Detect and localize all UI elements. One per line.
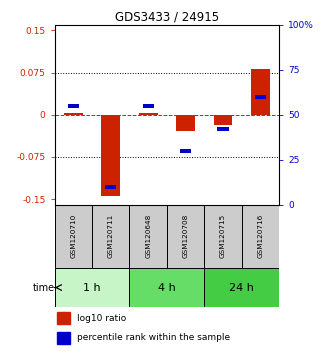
Title: GDS3433 / 24915: GDS3433 / 24915	[115, 11, 219, 24]
Bar	[242, 205, 279, 268]
Text: GSM120648: GSM120648	[145, 214, 151, 258]
Text: 4 h: 4 h	[158, 282, 176, 292]
Bar	[55, 268, 129, 307]
Text: GSM120708: GSM120708	[183, 214, 189, 258]
Bar	[180, 149, 191, 153]
Bar	[68, 103, 79, 108]
Bar	[143, 103, 154, 108]
Bar	[255, 95, 266, 99]
Bar	[57, 332, 70, 344]
Bar	[139, 113, 158, 115]
Text: GSM120711: GSM120711	[108, 214, 114, 258]
Bar	[167, 205, 204, 268]
Bar	[129, 268, 204, 307]
Text: 1 h: 1 h	[83, 282, 101, 292]
Text: GSM120710: GSM120710	[70, 214, 76, 258]
Text: GSM120715: GSM120715	[220, 214, 226, 258]
Bar	[57, 312, 70, 324]
Text: percentile rank within the sample: percentile rank within the sample	[77, 333, 230, 342]
Bar	[251, 69, 270, 115]
Bar	[55, 205, 92, 268]
Bar	[176, 115, 195, 131]
Bar	[64, 113, 83, 115]
Text: time: time	[33, 282, 55, 292]
Text: log10 ratio: log10 ratio	[77, 314, 126, 322]
Bar	[204, 205, 242, 268]
Bar	[105, 184, 116, 189]
Bar	[217, 127, 229, 131]
Bar	[129, 205, 167, 268]
Text: GSM120716: GSM120716	[257, 214, 264, 258]
Text: 24 h: 24 h	[230, 282, 254, 292]
Bar	[101, 115, 120, 196]
Bar	[92, 205, 129, 268]
Bar	[214, 115, 232, 125]
Bar	[204, 268, 279, 307]
